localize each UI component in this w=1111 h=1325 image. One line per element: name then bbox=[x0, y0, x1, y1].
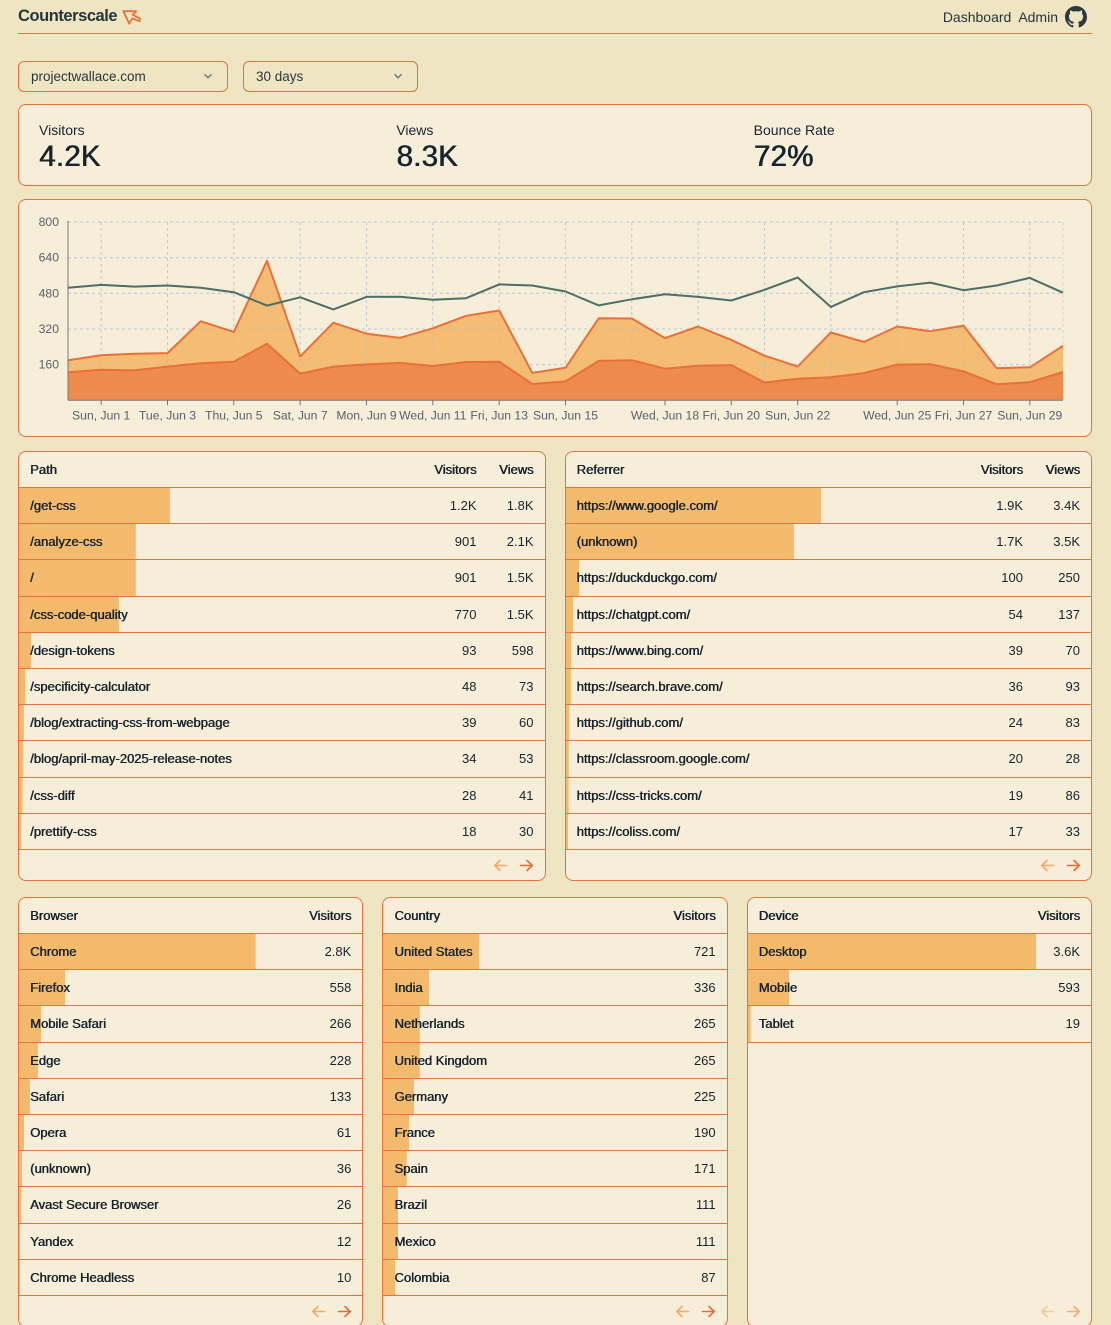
svg-text:Wed, Jun 25: Wed, Jun 25 bbox=[863, 408, 931, 422]
svg-text:Sat, Jun 7: Sat, Jun 7 bbox=[273, 408, 328, 422]
svg-text:Fri, Jun 20: Fri, Jun 20 bbox=[703, 408, 761, 422]
svg-text:Sun, Jun 22: Sun, Jun 22 bbox=[765, 408, 830, 422]
svg-text:Sun, Jun 29: Sun, Jun 29 bbox=[997, 408, 1062, 422]
svg-text:160: 160 bbox=[39, 358, 60, 372]
svg-text:Tue, Jun 3: Tue, Jun 3 bbox=[139, 408, 196, 422]
svg-text:Wed, Jun 11: Wed, Jun 11 bbox=[399, 408, 467, 422]
svg-text:320: 320 bbox=[39, 322, 60, 336]
svg-text:Mon, Jun 9: Mon, Jun 9 bbox=[336, 408, 397, 422]
svg-text:Fri, Jun 13: Fri, Jun 13 bbox=[470, 408, 528, 422]
svg-text:Fri, Jun 27: Fri, Jun 27 bbox=[935, 408, 993, 422]
svg-text:Wed, Jun 18: Wed, Jun 18 bbox=[631, 408, 699, 422]
svg-text:800: 800 bbox=[39, 215, 60, 229]
svg-text:480: 480 bbox=[39, 286, 60, 300]
svg-text:Sun, Jun 15: Sun, Jun 15 bbox=[533, 408, 598, 422]
svg-text:Sun, Jun 1: Sun, Jun 1 bbox=[72, 408, 130, 422]
svg-text:Thu, Jun 5: Thu, Jun 5 bbox=[205, 408, 263, 422]
svg-text:640: 640 bbox=[39, 251, 60, 265]
